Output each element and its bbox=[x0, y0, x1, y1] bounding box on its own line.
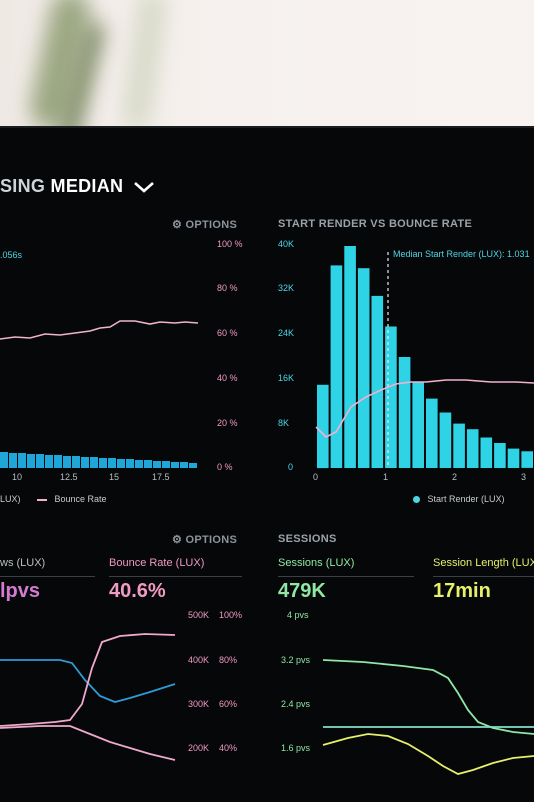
pink-line-rising bbox=[0, 633, 176, 727]
options-button[interactable]: ⚙ OPTIONS bbox=[172, 218, 237, 231]
pvs-tick: 1.6 pvs bbox=[281, 743, 311, 753]
divider bbox=[433, 576, 534, 577]
pct-tick: 20 % bbox=[217, 418, 238, 428]
pct-tick: 40 % bbox=[217, 373, 238, 383]
left-bottom-chart bbox=[0, 633, 176, 761]
histogram-bar bbox=[385, 326, 397, 468]
y-tick: 0 bbox=[288, 462, 294, 472]
x-tick: 3 bbox=[521, 472, 527, 482]
legend-item: Start Render (LUX) bbox=[413, 494, 505, 504]
bars-group bbox=[317, 246, 533, 469]
y-tick: 8K bbox=[278, 418, 290, 428]
k-tick: 300K bbox=[188, 699, 210, 709]
histogram-bar bbox=[466, 429, 479, 468]
divider bbox=[278, 576, 414, 577]
histogram-bar bbox=[439, 412, 452, 468]
line-swatch bbox=[37, 498, 47, 501]
histogram-bar bbox=[330, 265, 343, 468]
gear-icon: ⚙ bbox=[172, 219, 183, 231]
title-partial: SING bbox=[0, 176, 46, 196]
pct-tick: 0 % bbox=[217, 462, 233, 472]
left-top-chart bbox=[0, 320, 199, 468]
x-tick: 15 bbox=[109, 472, 120, 482]
bounce-rate-line bbox=[315, 379, 534, 438]
metric-label: ws (LUX) bbox=[0, 557, 46, 569]
panel-title: SESSIONS bbox=[278, 533, 337, 545]
divider bbox=[0, 576, 95, 577]
options-label: OPTIONS bbox=[185, 219, 238, 231]
y-tick: 16K bbox=[278, 373, 295, 383]
histogram-bar bbox=[317, 384, 329, 469]
pct-tick: 80% bbox=[219, 655, 238, 665]
title-main: MEDIAN bbox=[50, 176, 124, 196]
histogram-bar bbox=[398, 357, 411, 468]
pct-tick: 100 % bbox=[217, 239, 243, 249]
x-tick: 2 bbox=[452, 472, 458, 482]
pvs-tick: 4 pvs bbox=[287, 610, 309, 620]
metric-value: 40.6% bbox=[109, 580, 166, 602]
x-tick: 1 bbox=[383, 472, 389, 482]
partial-value: .056s bbox=[0, 250, 23, 260]
histogram-bar bbox=[412, 382, 424, 468]
dashboard-screen: SING MEDIAN ⚙ OPTIONS .056s 100 % 80 % 6… bbox=[0, 128, 534, 802]
background-photo bbox=[0, 0, 534, 161]
histogram-bar bbox=[521, 451, 533, 468]
histogram-bar bbox=[371, 295, 384, 468]
legend-swatch bbox=[413, 496, 420, 504]
pct-tick: 40% bbox=[219, 743, 238, 753]
start-render-chart bbox=[315, 246, 534, 469]
dashboard-title[interactable]: SING MEDIAN bbox=[0, 176, 155, 197]
x-tick: 17.5 bbox=[152, 472, 170, 482]
histogram-bar bbox=[426, 398, 438, 468]
legend-item: Bounce Rate bbox=[37, 494, 107, 504]
options-button[interactable]: ⚙ OPTIONS bbox=[172, 533, 237, 546]
monitor: SING MEDIAN ⚙ OPTIONS .056s 100 % 80 % 6… bbox=[0, 126, 534, 802]
histogram-bar bbox=[494, 443, 506, 468]
x-tick: 12.5 bbox=[60, 472, 78, 482]
pct-tick: 60% bbox=[219, 699, 238, 709]
metric-value: 479K bbox=[278, 580, 326, 602]
histogram-bar bbox=[480, 437, 493, 468]
histogram-bar bbox=[344, 246, 356, 468]
yellow-line bbox=[322, 733, 534, 775]
chevron-down-icon[interactable] bbox=[133, 181, 155, 193]
histogram-bar bbox=[453, 423, 465, 468]
k-tick: 500K bbox=[188, 610, 210, 620]
k-tick: 400K bbox=[188, 655, 210, 665]
metric-label: Session Length (LUX) bbox=[433, 557, 534, 569]
panel-title: START RENDER VS BOUNCE RATE bbox=[278, 218, 473, 230]
legend-item: LUX) bbox=[0, 494, 21, 504]
y-tick: 24K bbox=[278, 328, 295, 338]
metric-label: Bounce Rate (LUX) bbox=[109, 557, 205, 569]
pct-tick: 60 % bbox=[217, 328, 238, 338]
metric-value: lpvs bbox=[0, 580, 41, 602]
green-line-falling bbox=[322, 659, 534, 735]
pvs-tick: 2.4 pvs bbox=[281, 699, 311, 709]
pink-line-falling bbox=[0, 725, 176, 761]
right-bottom-chart bbox=[322, 659, 534, 775]
blurred-plant bbox=[120, 0, 170, 132]
x-tick: 10 bbox=[12, 472, 23, 482]
pvs-tick: 3.2 pvs bbox=[281, 655, 311, 665]
gear-icon: ⚙ bbox=[172, 534, 183, 546]
x-tick: 0 bbox=[313, 472, 319, 482]
options-label: OPTIONS bbox=[185, 534, 238, 546]
y-tick: 32K bbox=[278, 283, 295, 293]
histogram-bar bbox=[357, 268, 370, 468]
metric-value: 17min bbox=[433, 580, 491, 602]
blue-line bbox=[0, 659, 176, 703]
divider bbox=[109, 576, 242, 577]
histogram-bars bbox=[0, 452, 197, 468]
k-tick: 200K bbox=[188, 743, 210, 753]
pct-tick: 100% bbox=[219, 610, 243, 620]
y-tick: 40K bbox=[278, 239, 295, 249]
bounce-rate-line bbox=[0, 320, 199, 340]
pct-tick: 80 % bbox=[217, 283, 238, 293]
histogram-bar bbox=[507, 448, 520, 468]
median-label: Median Start Render (LUX): 1.031 bbox=[393, 249, 530, 259]
metric-label: Sessions (LUX) bbox=[278, 557, 355, 569]
